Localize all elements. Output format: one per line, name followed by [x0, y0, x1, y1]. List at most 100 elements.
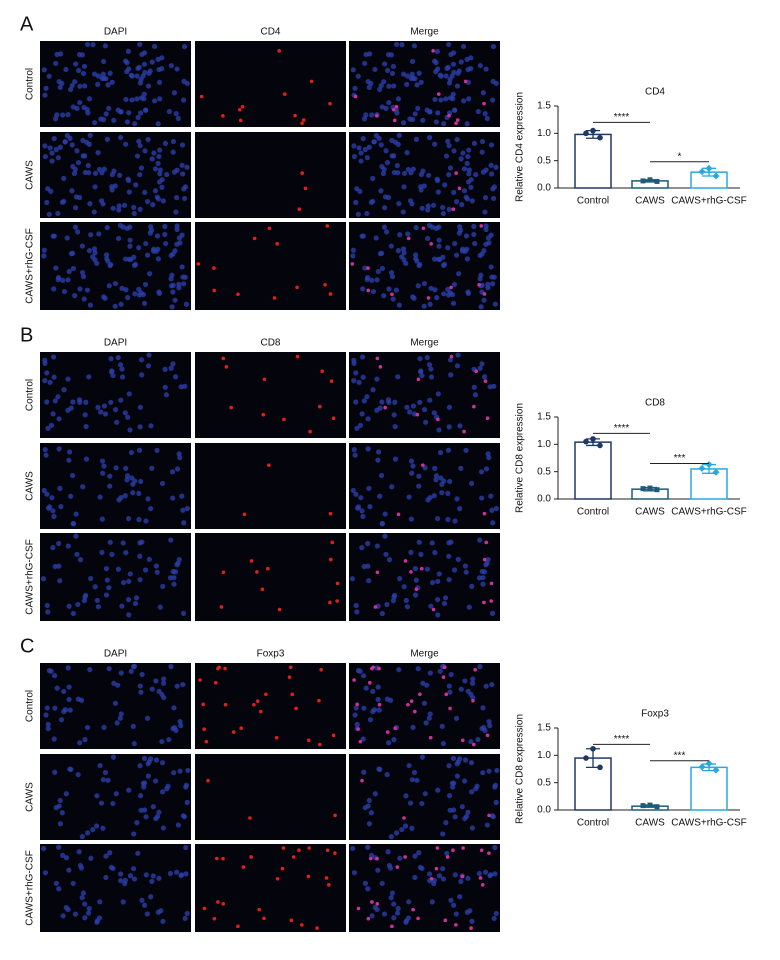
significance-label: *** — [674, 453, 686, 464]
data-point — [698, 763, 706, 771]
nucleus — [151, 43, 158, 50]
nucleus — [451, 281, 458, 288]
stained-cell — [328, 101, 332, 106]
nucleus — [180, 281, 187, 287]
stained-cell — [206, 778, 210, 783]
nucleus — [82, 169, 88, 176]
nucleus — [468, 184, 474, 190]
nucleus — [159, 789, 166, 795]
nucleus — [183, 782, 190, 788]
stained-cell — [320, 369, 324, 374]
nucleus — [111, 168, 117, 174]
nucleus — [383, 148, 389, 154]
nucleus — [112, 303, 118, 309]
nucleus — [409, 777, 415, 783]
nucleus — [100, 825, 106, 831]
nucleus — [108, 399, 114, 405]
nucleus — [44, 705, 50, 711]
nucleus — [462, 757, 469, 763]
nucleus — [172, 374, 179, 380]
data-point — [597, 442, 603, 449]
nucleus — [108, 356, 114, 362]
nucleus — [441, 478, 447, 484]
nucleus — [144, 715, 151, 721]
nucleus — [50, 411, 56, 417]
nucleus — [79, 895, 85, 901]
stained-cell — [414, 587, 419, 592]
nucleus — [494, 767, 500, 774]
nucleus — [161, 694, 167, 701]
nucleus — [435, 66, 441, 72]
stained-cell — [377, 702, 382, 707]
nucleus — [464, 246, 470, 252]
nucleus — [134, 153, 141, 159]
nucleus — [112, 700, 119, 706]
nucleus — [416, 70, 422, 76]
nucleus — [483, 167, 489, 173]
nucleus — [67, 707, 73, 713]
stained-cell — [241, 865, 246, 869]
nucleus — [140, 291, 147, 298]
significance-label: **** — [614, 734, 630, 745]
nucleus — [83, 399, 89, 405]
nucleus — [364, 394, 370, 400]
stained-cell — [281, 846, 286, 850]
nucleus — [445, 447, 452, 453]
nucleus — [453, 715, 460, 721]
nucleus — [452, 814, 458, 820]
nucleus — [390, 296, 396, 302]
nucleus — [415, 283, 421, 289]
stained-cell — [429, 242, 433, 246]
stained-cell — [196, 262, 201, 266]
nucleus — [392, 399, 398, 405]
nucleus — [468, 760, 475, 766]
nucleus — [386, 99, 392, 106]
nucleus — [137, 424, 143, 430]
nucleus — [454, 83, 461, 89]
nucleus — [438, 73, 444, 79]
nucleus — [468, 55, 474, 61]
nucleus — [69, 142, 75, 148]
nucleus — [354, 609, 360, 615]
nucleus — [391, 169, 397, 176]
nucleus — [44, 602, 50, 609]
nucleus — [386, 286, 392, 292]
stained-cell — [471, 698, 475, 703]
nucleus — [61, 175, 67, 182]
nucleus — [57, 84, 63, 91]
nucleus — [447, 76, 453, 82]
nucleus — [465, 688, 471, 694]
nucleus — [142, 69, 148, 75]
nucleus — [159, 738, 165, 745]
nucleus — [66, 696, 72, 703]
nucleus — [110, 205, 116, 211]
nucleus — [450, 755, 457, 761]
nucleus — [358, 158, 364, 164]
nucleus — [366, 821, 373, 827]
nucleus — [47, 379, 53, 386]
nucleus — [448, 539, 454, 545]
nucleus — [52, 769, 58, 775]
nucleus — [149, 465, 155, 471]
stained-cell — [377, 666, 381, 671]
nucleus — [351, 378, 357, 384]
nucleus — [68, 405, 74, 411]
nucleus — [77, 740, 83, 746]
nucleus — [378, 250, 385, 256]
nucleus — [446, 793, 453, 799]
stained-cell — [201, 702, 205, 707]
nucleus — [107, 473, 113, 479]
nucleus — [451, 567, 458, 573]
x-tick-label: CAWS+rhG-CSF — [671, 196, 746, 207]
nucleus — [134, 73, 140, 79]
nucleus — [106, 105, 112, 111]
nucleus — [109, 551, 115, 557]
row-label: Control — [25, 379, 36, 411]
micrograph — [40, 443, 191, 529]
nucleus — [98, 116, 104, 122]
nucleus — [463, 194, 469, 200]
stained-cell — [261, 412, 266, 417]
nucleus — [182, 915, 188, 922]
nucleus — [86, 374, 92, 380]
nucleus — [424, 682, 430, 688]
